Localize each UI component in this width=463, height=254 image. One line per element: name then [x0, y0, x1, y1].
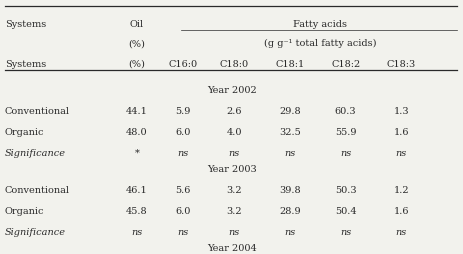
- Text: C18:2: C18:2: [330, 60, 360, 69]
- Text: ns: ns: [284, 228, 295, 237]
- Text: ns: ns: [339, 228, 350, 237]
- Text: 3.2: 3.2: [226, 207, 242, 216]
- Text: (g g⁻¹ total fatty acids): (g g⁻¹ total fatty acids): [263, 39, 375, 49]
- Text: C18:0: C18:0: [219, 60, 248, 69]
- Text: 1.2: 1.2: [393, 186, 408, 195]
- Text: *: *: [134, 149, 139, 158]
- Text: Organic: Organic: [5, 128, 44, 137]
- Text: ns: ns: [177, 228, 188, 237]
- Text: C16:0: C16:0: [169, 60, 197, 69]
- Text: 6.0: 6.0: [175, 128, 191, 137]
- Text: 46.1: 46.1: [126, 186, 147, 195]
- Text: 4.0: 4.0: [226, 128, 242, 137]
- Text: Conventional: Conventional: [5, 107, 69, 116]
- Text: ns: ns: [131, 228, 142, 237]
- Text: C18:1: C18:1: [275, 60, 304, 69]
- Text: Oil: Oil: [130, 20, 144, 29]
- Text: (%): (%): [128, 60, 145, 69]
- Text: ns: ns: [395, 149, 406, 158]
- Text: Year 2004: Year 2004: [206, 244, 257, 253]
- Text: 39.8: 39.8: [279, 186, 300, 195]
- Text: Fatty acids: Fatty acids: [293, 20, 346, 29]
- Text: Systems: Systems: [5, 20, 46, 29]
- Text: 6.0: 6.0: [175, 207, 191, 216]
- Text: Significance: Significance: [5, 228, 65, 237]
- Text: ns: ns: [228, 228, 239, 237]
- Text: 50.3: 50.3: [334, 186, 356, 195]
- Text: 1.3: 1.3: [393, 107, 408, 116]
- Text: 50.4: 50.4: [334, 207, 356, 216]
- Text: 2.6: 2.6: [226, 107, 242, 116]
- Text: ns: ns: [339, 149, 350, 158]
- Text: ns: ns: [395, 228, 406, 237]
- Text: ns: ns: [228, 149, 239, 158]
- Text: Significance: Significance: [5, 149, 65, 158]
- Text: 28.9: 28.9: [279, 207, 300, 216]
- Text: Year 2003: Year 2003: [206, 165, 257, 174]
- Text: 1.6: 1.6: [393, 128, 408, 137]
- Text: 45.8: 45.8: [126, 207, 147, 216]
- Text: ns: ns: [177, 149, 188, 158]
- Text: 32.5: 32.5: [279, 128, 300, 137]
- Text: C18:3: C18:3: [386, 60, 415, 69]
- Text: 48.0: 48.0: [126, 128, 147, 137]
- Text: 44.1: 44.1: [125, 107, 148, 116]
- Text: 60.3: 60.3: [334, 107, 356, 116]
- Text: ns: ns: [284, 149, 295, 158]
- Text: Year 2002: Year 2002: [206, 86, 257, 95]
- Text: 29.8: 29.8: [279, 107, 300, 116]
- Text: 5.6: 5.6: [175, 186, 191, 195]
- Text: Organic: Organic: [5, 207, 44, 216]
- Text: 55.9: 55.9: [334, 128, 356, 137]
- Text: 5.9: 5.9: [175, 107, 191, 116]
- Text: 3.2: 3.2: [226, 186, 242, 195]
- Text: Conventional: Conventional: [5, 186, 69, 195]
- Text: Systems: Systems: [5, 60, 46, 69]
- Text: 1.6: 1.6: [393, 207, 408, 216]
- Text: (%): (%): [128, 39, 145, 48]
